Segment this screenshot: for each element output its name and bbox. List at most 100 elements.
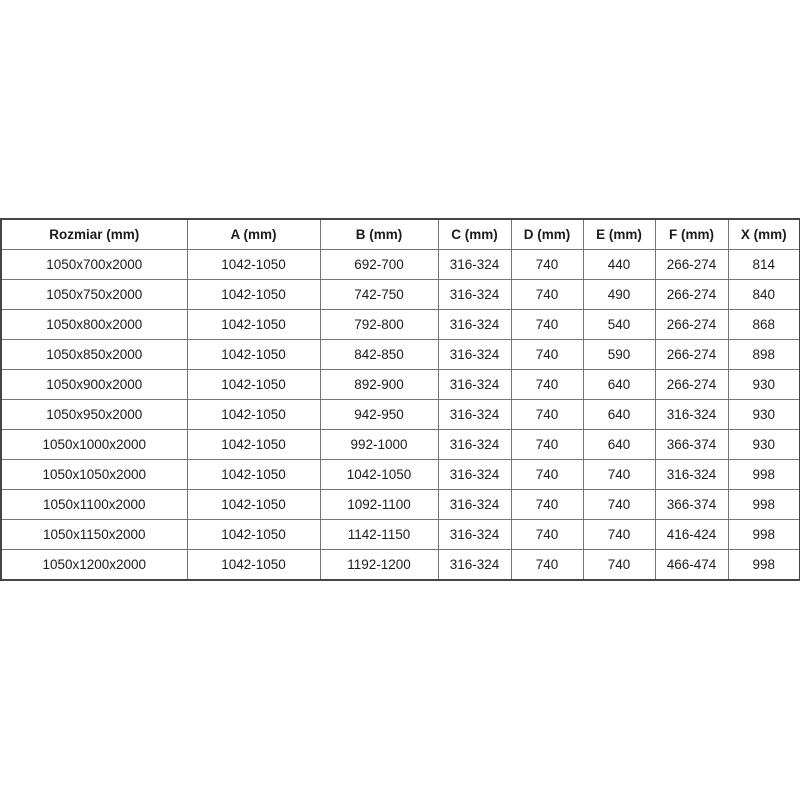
- cell: 316-324: [437, 519, 512, 550]
- cell: 316-324: [437, 459, 512, 490]
- cell: 1050x1150x2000: [0, 519, 188, 550]
- cell: 998: [727, 489, 800, 520]
- cell: 316-324: [654, 459, 729, 490]
- cell: 740: [510, 489, 584, 520]
- cell: 1050x800x2000: [0, 309, 188, 340]
- cell: 1042-1050: [186, 249, 321, 280]
- cell: 998: [727, 459, 800, 490]
- cell: 440: [582, 249, 656, 280]
- cell: 814: [727, 249, 800, 280]
- dimensions-spec-table: Rozmiar (mm) A (mm) B (mm) C (mm) D (mm) E (m…: [0, 218, 800, 581]
- cell: 942-950: [319, 399, 439, 430]
- cell: 316-324: [437, 339, 512, 370]
- cell: 740: [582, 489, 656, 520]
- cell: 740: [510, 519, 584, 550]
- cell: 740: [582, 549, 656, 581]
- cell: 740: [510, 399, 584, 430]
- cell: 1042-1050: [186, 429, 321, 460]
- table-row: 1050x950x2000 1042-1050 942-950 316-324 740 6…: [0, 399, 800, 430]
- cell: 740: [510, 459, 584, 490]
- cell: 1042-1050: [186, 549, 321, 581]
- cell: 1042-1050: [319, 459, 439, 490]
- cell: 742-750: [319, 279, 439, 310]
- cell: 930: [727, 399, 800, 430]
- cell: 316-324: [437, 399, 512, 430]
- cell: 1050x1200x2000: [0, 549, 188, 581]
- header-row: Rozmiar (mm) A (mm) B (mm) C (mm) D (mm) E (m…: [0, 218, 800, 250]
- column-header: B (mm): [319, 218, 439, 250]
- cell: 316-324: [437, 429, 512, 460]
- cell: 316-324: [437, 249, 512, 280]
- cell: 892-900: [319, 369, 439, 400]
- cell: 740: [510, 339, 584, 370]
- column-header: X (mm): [727, 218, 800, 250]
- cell: 842-850: [319, 339, 439, 370]
- cell: 868: [727, 309, 800, 340]
- cell: 1042-1050: [186, 399, 321, 430]
- cell: 930: [727, 429, 800, 460]
- cell: 266-274: [654, 369, 729, 400]
- table-row: 1050x1100x2000 1042-1050 1092-1100 316-324 7…: [0, 489, 800, 520]
- column-header: D (mm): [510, 218, 584, 250]
- cell: 1050x700x2000: [0, 249, 188, 280]
- column-header: A (mm): [186, 218, 321, 250]
- cell: 640: [582, 369, 656, 400]
- cell: 1050x1000x2000: [0, 429, 188, 460]
- table-row: 1050x800x2000 1042-1050 792-800 316-324 740 5…: [0, 309, 800, 340]
- cell: 898: [727, 339, 800, 370]
- cell: 1042-1050: [186, 369, 321, 400]
- table-row: 1050x750x2000 1042-1050 742-750 316-324 740 4…: [0, 279, 800, 310]
- cell: 1192-1200: [319, 549, 439, 581]
- cell: 1042-1050: [186, 339, 321, 370]
- cell: 1050x850x2000: [0, 339, 188, 370]
- cell: 1050x900x2000: [0, 369, 188, 400]
- cell: 692-700: [319, 249, 439, 280]
- cell: 266-274: [654, 339, 729, 370]
- cell: 366-374: [654, 429, 729, 460]
- table-header: Rozmiar (mm) A (mm) B (mm) C (mm) D (mm) E (m…: [0, 218, 800, 250]
- column-header: F (mm): [654, 218, 729, 250]
- table-row: 1050x1050x2000 1042-1050 1042-1050 316-324 7…: [0, 459, 800, 490]
- table-row: 1050x700x2000 1042-1050 692-700 316-324 740 4…: [0, 249, 800, 280]
- cell: 316-324: [437, 549, 512, 581]
- cell: 998: [727, 549, 800, 581]
- cell: 740: [582, 519, 656, 550]
- cell: 1042-1050: [186, 519, 321, 550]
- cell: 590: [582, 339, 656, 370]
- cell: 1092-1100: [319, 489, 439, 520]
- table-body: 1050x700x2000 1042-1050 692-700 316-324 740 4…: [0, 249, 800, 581]
- cell: 992-1000: [319, 429, 439, 460]
- cell: 740: [510, 279, 584, 310]
- cell: 740: [510, 429, 584, 460]
- cell: 1050x1050x2000: [0, 459, 188, 490]
- cell: 1042-1050: [186, 489, 321, 520]
- cell: 740: [510, 309, 584, 340]
- cell: 740: [510, 369, 584, 400]
- cell: 316-324: [437, 309, 512, 340]
- table-row: 1050x1000x2000 1042-1050 992-1000 316-324 74…: [0, 429, 800, 460]
- column-header: E (mm): [582, 218, 656, 250]
- cell: 1050x1100x2000: [0, 489, 188, 520]
- cell: 1050x750x2000: [0, 279, 188, 310]
- cell: 1042-1050: [186, 309, 321, 340]
- cell: 840: [727, 279, 800, 310]
- cell: 316-324: [437, 489, 512, 520]
- cell: 1050x950x2000: [0, 399, 188, 430]
- table-row: 1050x900x2000 1042-1050 892-900 316-324 740 6…: [0, 369, 800, 400]
- cell: 792-800: [319, 309, 439, 340]
- cell: 1142-1150: [319, 519, 439, 550]
- cell: 266-274: [654, 309, 729, 340]
- column-header: C (mm): [437, 218, 512, 250]
- cell: 540: [582, 309, 656, 340]
- cell: 740: [510, 549, 584, 581]
- cell: 640: [582, 399, 656, 430]
- cell: 316-324: [654, 399, 729, 430]
- cell: 740: [510, 249, 584, 280]
- cell: 930: [727, 369, 800, 400]
- cell: 266-274: [654, 249, 729, 280]
- cell: 316-324: [437, 369, 512, 400]
- cell: 1042-1050: [186, 459, 321, 490]
- cell: 316-324: [437, 279, 512, 310]
- cell: 640: [582, 429, 656, 460]
- cell: 490: [582, 279, 656, 310]
